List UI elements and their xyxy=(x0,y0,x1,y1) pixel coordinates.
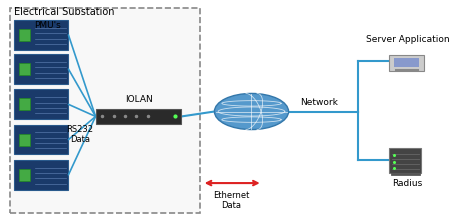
FancyBboxPatch shape xyxy=(14,54,69,84)
FancyBboxPatch shape xyxy=(14,125,69,155)
Text: IOLAN: IOLAN xyxy=(124,95,153,104)
Text: RS232
Data: RS232 Data xyxy=(66,125,93,144)
Circle shape xyxy=(214,93,289,130)
FancyBboxPatch shape xyxy=(389,148,421,173)
FancyBboxPatch shape xyxy=(14,160,69,190)
FancyBboxPatch shape xyxy=(19,98,30,110)
Text: Ethernet
Data: Ethernet Data xyxy=(213,191,249,210)
FancyBboxPatch shape xyxy=(389,55,424,71)
FancyBboxPatch shape xyxy=(394,58,420,67)
Text: PMU's: PMU's xyxy=(35,21,61,30)
FancyBboxPatch shape xyxy=(19,134,30,146)
FancyBboxPatch shape xyxy=(19,169,30,181)
FancyBboxPatch shape xyxy=(19,29,30,41)
FancyBboxPatch shape xyxy=(19,63,30,75)
FancyBboxPatch shape xyxy=(14,20,69,50)
Text: Radius: Radius xyxy=(392,179,423,188)
FancyBboxPatch shape xyxy=(14,89,69,119)
Text: Server Application: Server Application xyxy=(366,35,449,44)
FancyBboxPatch shape xyxy=(95,109,182,124)
Text: Network: Network xyxy=(300,98,338,107)
FancyBboxPatch shape xyxy=(10,8,200,213)
Text: Electrical Substation: Electrical Substation xyxy=(14,7,114,17)
